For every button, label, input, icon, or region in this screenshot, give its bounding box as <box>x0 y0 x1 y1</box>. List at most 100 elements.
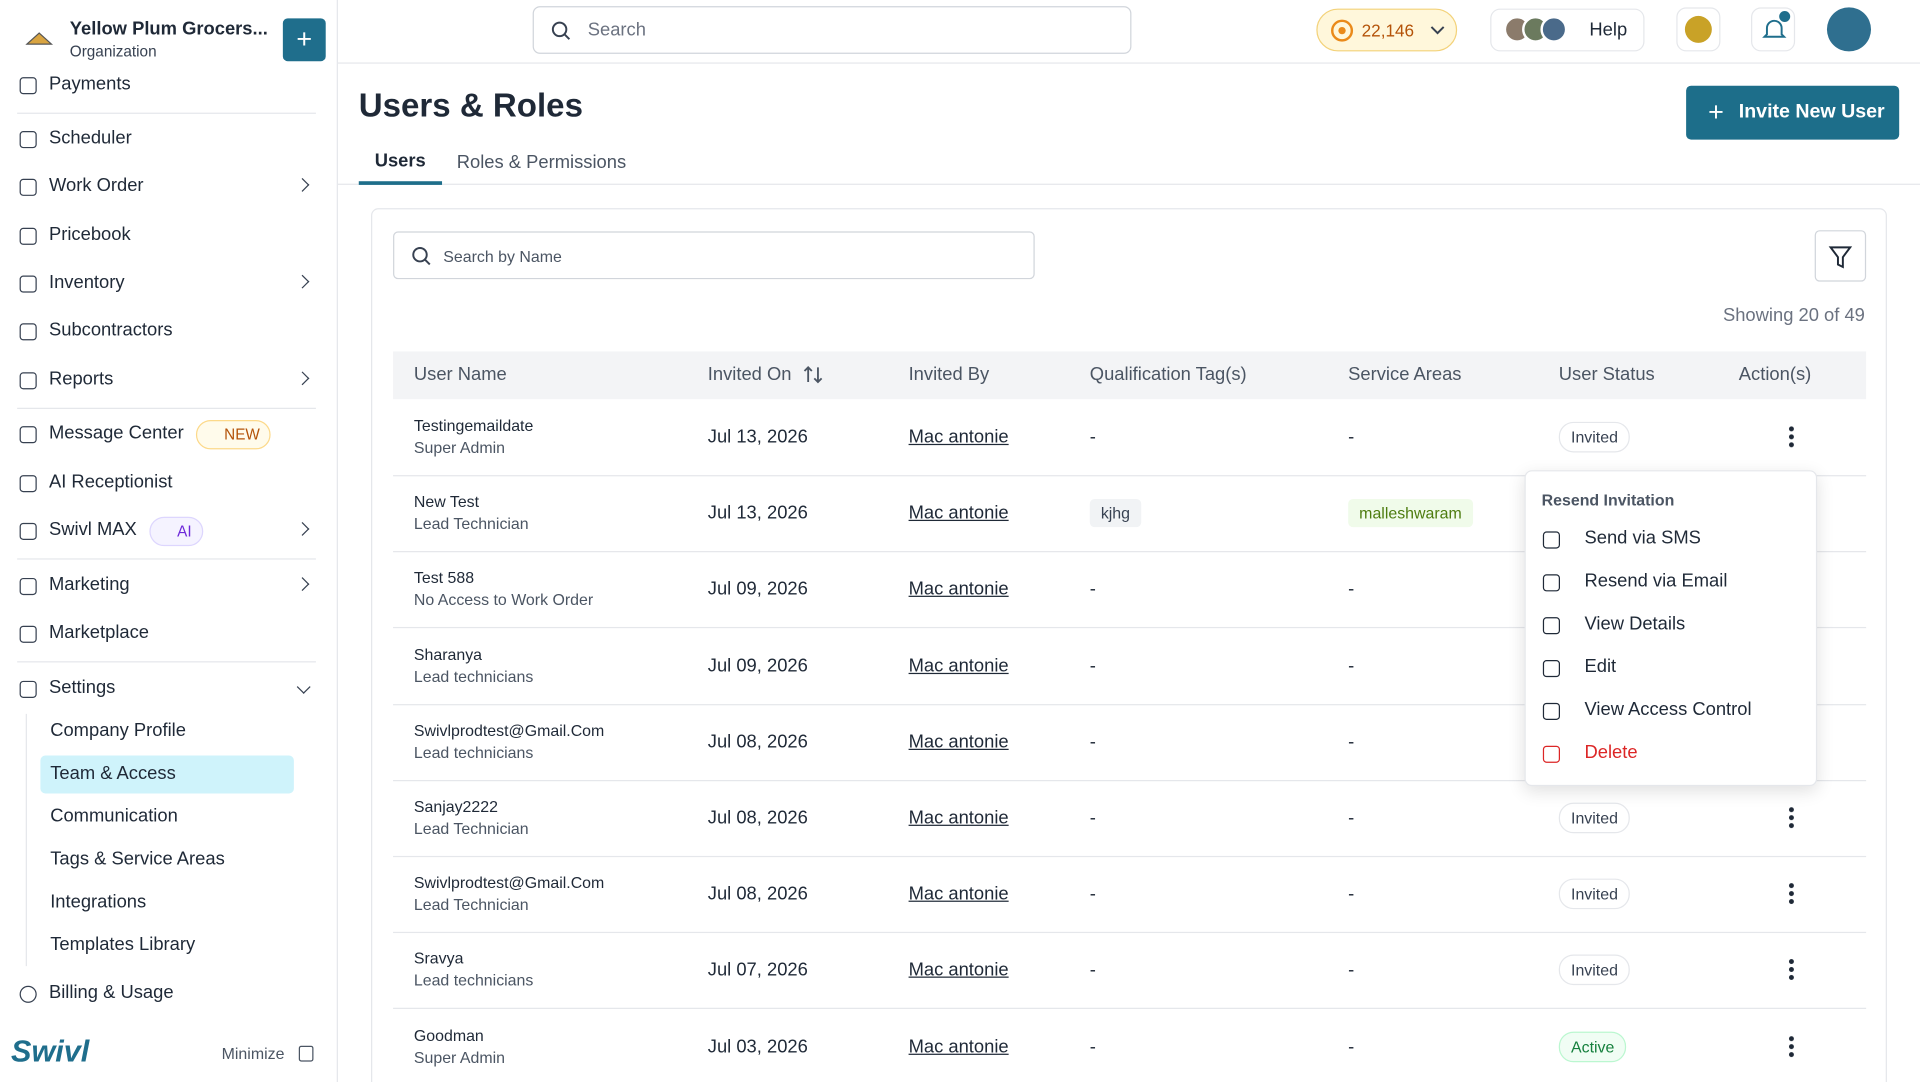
nav-label[interactable]: Work Order <box>48 175 144 196</box>
invited-on: Jul 09, 2026 <box>707 579 808 600</box>
nav-label[interactable]: AI Receptionist <box>48 471 173 493</box>
divider <box>17 661 316 663</box>
menu-icon <box>1542 660 1561 678</box>
row-border <box>393 1008 1867 1010</box>
sort-icon[interactable] <box>803 365 823 385</box>
users-card <box>371 208 1887 1082</box>
nav-icon <box>19 178 37 196</box>
user-role: Lead technicians <box>413 971 534 990</box>
invited-by[interactable]: Mac antonie <box>908 1036 1009 1057</box>
actions-button[interactable] <box>1781 424 1802 450</box>
invited-by[interactable]: Mac antonie <box>908 502 1009 524</box>
invited-on: Jul 13, 2026 <box>707 426 808 448</box>
nav-label[interactable]: Inventory <box>48 271 125 293</box>
invited-by[interactable]: Mac antonie <box>908 883 1009 905</box>
menu-item[interactable]: Delete <box>1584 742 1638 763</box>
menu-item[interactable]: Edit <box>1584 656 1617 678</box>
user-name link[interactable]: Swivlprodtest@Gmail.Com <box>413 720 605 740</box>
global-search[interactable]: Search <box>532 6 1132 54</box>
actions-button[interactable] <box>1781 1034 1802 1059</box>
user-name link[interactable]: Sravya <box>413 949 464 968</box>
user-name link[interactable]: Goodman <box>413 1025 484 1044</box>
nav-sublabel[interactable]: Communication <box>50 805 178 827</box>
tab[interactable]: Users <box>374 150 426 172</box>
user-role: Lead technicians <box>413 743 534 762</box>
menu-heading: Resend Invitation <box>1541 491 1675 510</box>
user-name link[interactable]: Testingemaildate <box>413 416 534 435</box>
menu-icon <box>1542 745 1561 763</box>
actions-button[interactable] <box>1781 881 1802 907</box>
user-role: Super Admin <box>413 438 506 457</box>
nav-sublabel[interactable]: Tags & Service Areas <box>50 848 225 870</box>
invited-on: Jul 09, 2026 <box>707 655 808 677</box>
invited-by[interactable]: Mac antonie <box>908 426 1009 448</box>
user-name link[interactable]: Swivlprodtest@Gmail.Com <box>413 873 605 892</box>
search-placeholder: Search by Name <box>443 247 562 266</box>
actions-button[interactable] <box>1781 958 1802 983</box>
sidebar <box>0 0 338 1082</box>
invited-by[interactable]: Mac antonie <box>908 655 1009 677</box>
nav-sublabel[interactable]: Integrations <box>50 891 147 913</box>
nav-badge: AI <box>149 516 203 547</box>
user-name link[interactable]: Sharanya <box>413 644 483 664</box>
invited-by[interactable]: Mac antonie <box>908 959 1009 981</box>
tabs-border <box>337 183 1920 185</box>
service-area: - <box>1348 426 1355 448</box>
nav-sublabel[interactable]: Company Profile <box>50 720 186 741</box>
nav-label[interactable]: Reports <box>48 368 114 390</box>
help-button[interactable]: Help <box>1490 8 1645 52</box>
logo: Swivl <box>11 1034 90 1069</box>
minimize-label[interactable]: Minimize <box>221 1044 285 1063</box>
filter-icon <box>1828 246 1853 269</box>
menu-item[interactable]: View Details <box>1584 613 1686 635</box>
credits[interactable]: 22,146 <box>1316 8 1458 52</box>
menu-item[interactable]: Send via SMS <box>1584 527 1701 549</box>
nav-label[interactable]: Swivl MAX <box>48 519 137 541</box>
filter-button[interactable] <box>1814 230 1867 282</box>
menu-item[interactable]: Resend via Email <box>1584 570 1728 592</box>
nav-label[interactable]: Message Center <box>48 422 184 444</box>
nav-label[interactable]: Settings <box>48 677 116 698</box>
profile-avatar[interactable] <box>1826 7 1872 52</box>
nav-label[interactable]: Payments <box>48 73 131 95</box>
column-header: Invited By <box>908 364 990 386</box>
ai-button[interactable] <box>1676 7 1721 52</box>
nav-sublabel[interactable]: Team & Access <box>50 762 176 784</box>
qualification-tag: - <box>1089 1036 1096 1057</box>
search-placeholder: Search <box>587 19 646 41</box>
service-area: - <box>1348 579 1355 600</box>
notifications[interactable] <box>1751 7 1796 52</box>
name-search[interactable]: Search by Name <box>393 231 1035 280</box>
invited-on: Jul 13, 2026 <box>707 502 808 524</box>
invited-on: Jul 08, 2026 <box>707 731 808 753</box>
credits-icon <box>1331 19 1354 42</box>
nav-label[interactable]: Billing & Usage <box>48 982 174 1003</box>
nav-label[interactable]: Marketing <box>48 574 130 596</box>
column-header[interactable]: Invited On <box>707 364 792 386</box>
nav-label[interactable]: Scheduler <box>48 127 132 149</box>
tab[interactable]: Roles & Permissions <box>456 151 627 173</box>
minimize-icon <box>298 1045 314 1062</box>
nav-icon <box>19 131 37 149</box>
add-button[interactable]: + <box>282 18 326 62</box>
invited-by[interactable]: Mac antonie <box>908 807 1009 829</box>
user-name link[interactable]: Sanjay2222 <box>413 797 498 816</box>
nav-label[interactable]: Pricebook <box>48 224 131 245</box>
invite-button[interactable]: + Invite New User <box>1686 85 1900 140</box>
table-header <box>393 351 1867 400</box>
menu-item[interactable]: View Access Control <box>1584 699 1752 721</box>
actions-button[interactable] <box>1781 805 1802 831</box>
user-name link[interactable]: Test 588 <box>413 568 475 588</box>
menu-icon <box>1542 617 1561 635</box>
invited-by[interactable]: Mac antonie <box>908 731 1009 753</box>
nav-icon <box>19 372 37 390</box>
nav-icon <box>19 625 37 643</box>
nav-icon <box>19 77 37 95</box>
menu-icon <box>1542 702 1561 721</box>
user-name link[interactable]: New Test <box>413 492 480 511</box>
invited-by[interactable]: Mac antonie <box>908 579 1009 600</box>
nav-label[interactable]: Subcontractors <box>48 319 173 341</box>
nav-label[interactable]: Marketplace <box>48 622 150 643</box>
nav-sublabel[interactable]: Templates Library <box>50 934 196 956</box>
